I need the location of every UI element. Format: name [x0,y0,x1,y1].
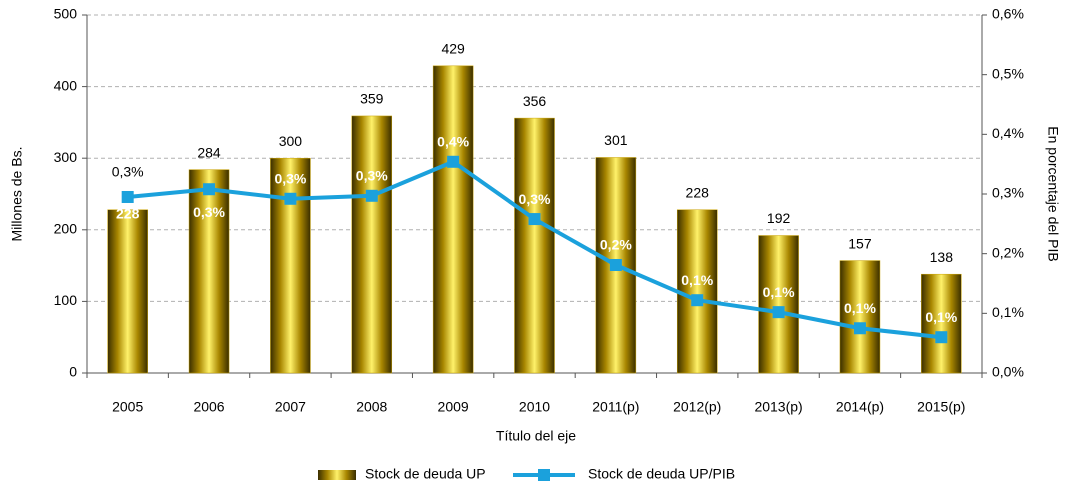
line-value-label: 0,3% [112,164,144,180]
bar [432,65,474,374]
legend-label: Stock de deuda UP [365,466,486,482]
line-value-label: 0,3% [193,204,225,220]
y-tick-label: 500 [54,6,78,22]
y-tick-label: 400 [54,77,78,93]
y-axis-title: Millones de Bs. [9,147,25,242]
x-tick-label: 2005 [112,399,143,415]
line-marker [772,306,785,319]
y2-tick-label: 0,6% [992,6,1024,22]
x-tick-label: 2007 [275,399,306,415]
legend-label: Stock de deuda UP/PIB [588,466,735,482]
y2-tick-label: 0,5% [992,65,1024,81]
x-tick-label: 2015(p) [917,399,965,415]
line-marker [609,259,622,272]
bar-value-label: 192 [767,210,791,226]
line-value-label: 0,3% [274,170,306,186]
x-tick-label: 2009 [438,399,469,415]
bar-value-label: 284 [197,144,221,160]
bar [107,209,148,374]
y-tick-label: 0 [69,364,77,380]
bar-value-label: 157 [848,235,872,251]
line-marker [203,183,216,196]
y2-tick-label: 0,2% [992,244,1024,260]
line-value-label: 0,1% [681,272,713,288]
bar [676,209,718,374]
bar [351,115,393,374]
bar-value-label: 300 [279,133,303,149]
x-tick-label: 2011(p) [592,399,639,415]
line-value-label: 0,3% [519,191,551,207]
line-marker [284,192,297,205]
bar-value-label: 356 [523,93,547,109]
y-tick-label: 100 [54,292,78,308]
bar-value-label: 301 [604,132,628,148]
bar [514,117,555,374]
y-tick-label: 300 [54,149,78,165]
y2-tick-label: 0,3% [992,185,1024,201]
line-value-label: 0,1% [763,284,795,300]
bar [839,260,881,374]
x-tick-label: 2014(p) [836,399,884,415]
y2-tick-label: 0,0% [992,364,1024,380]
line-marker [528,213,541,226]
line-value-label: 0,2% [600,237,632,253]
y2-tick-label: 0,1% [992,304,1024,320]
bar [758,235,799,374]
line-value-label: 0,1% [844,300,876,316]
x-tick-label: 2012(p) [673,399,721,415]
bar [188,169,230,374]
bar-value-label: 228 [686,184,710,200]
bar [270,157,311,374]
x-tick-label: 2008 [356,399,387,415]
line-marker [121,190,134,203]
line-marker [691,294,704,307]
legend-swatch [318,470,356,480]
y2-axis-title: En porcentaje del PIB [1045,126,1061,261]
bar-value-label: 359 [360,91,384,107]
legend-swatch-marker [538,469,550,481]
line-marker [365,189,378,202]
bar-value-label: 138 [930,249,954,265]
bar [921,273,962,374]
line-value-label: 0,1% [925,309,957,325]
bar-value-label: 429 [441,41,465,57]
bar-value-label: 228 [116,205,140,221]
y2-tick-label: 0,4% [992,125,1024,141]
line-value-label: 0,3% [356,167,388,183]
line-value-label: 0,4% [437,133,469,149]
y-tick-label: 200 [54,221,78,237]
x-tick-label: 2013(p) [754,399,802,415]
line-marker [447,155,460,168]
x-tick-label: 2010 [519,399,550,415]
x-tick-label: 2006 [193,399,224,415]
line-marker [935,331,948,344]
x-axis-title: Título del eje [496,428,576,444]
line-marker [853,322,866,335]
